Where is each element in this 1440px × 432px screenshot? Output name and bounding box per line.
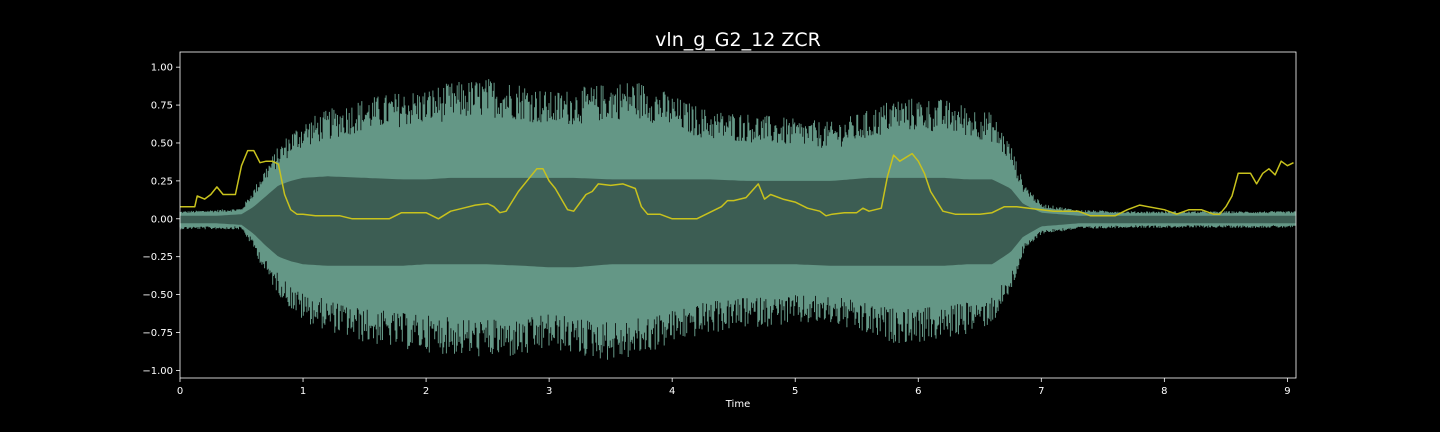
y-axis: 1.00 0.75 0.50 0.25 0.00 −0.25 −0.50 −0.75 −1.00 [142,63,180,377]
chart-title: vln_g_G2_12 ZCR [655,29,821,51]
x-tick-label: 3 [546,386,552,397]
x-tick-label: 8 [1161,386,1167,397]
x-tick-label: 2 [423,386,429,397]
waveform-core [180,176,1296,268]
y-tick-label: −0.25 [142,252,173,263]
plot-area [179,79,1296,360]
x-tick-label: 0 [177,386,183,397]
x-axis: 0 1 2 3 4 5 6 7 8 9 [177,378,1291,397]
y-tick-label: −0.50 [142,290,173,301]
y-tick-label: −0.75 [142,328,173,339]
y-tick-label: 0.50 [151,138,173,149]
x-tick-label: 5 [792,386,798,397]
y-tick-label: 0.75 [151,101,173,112]
y-tick-label: 0.25 [151,176,173,187]
axes-frame [179,51,1297,379]
x-tick-label: 6 [915,386,921,397]
x-axis-label: Time [725,399,750,410]
x-tick-label: 1 [300,386,306,397]
y-tick-label: 0.00 [151,214,173,225]
x-tick-label: 7 [1038,386,1044,397]
x-tick-label: 4 [669,386,675,397]
y-tick-label: −1.00 [142,366,173,377]
zcr-line [180,149,1294,220]
y-tick-label: 1.00 [151,63,173,74]
waveform-series [179,79,1296,360]
x-tick-label: 9 [1284,386,1290,397]
